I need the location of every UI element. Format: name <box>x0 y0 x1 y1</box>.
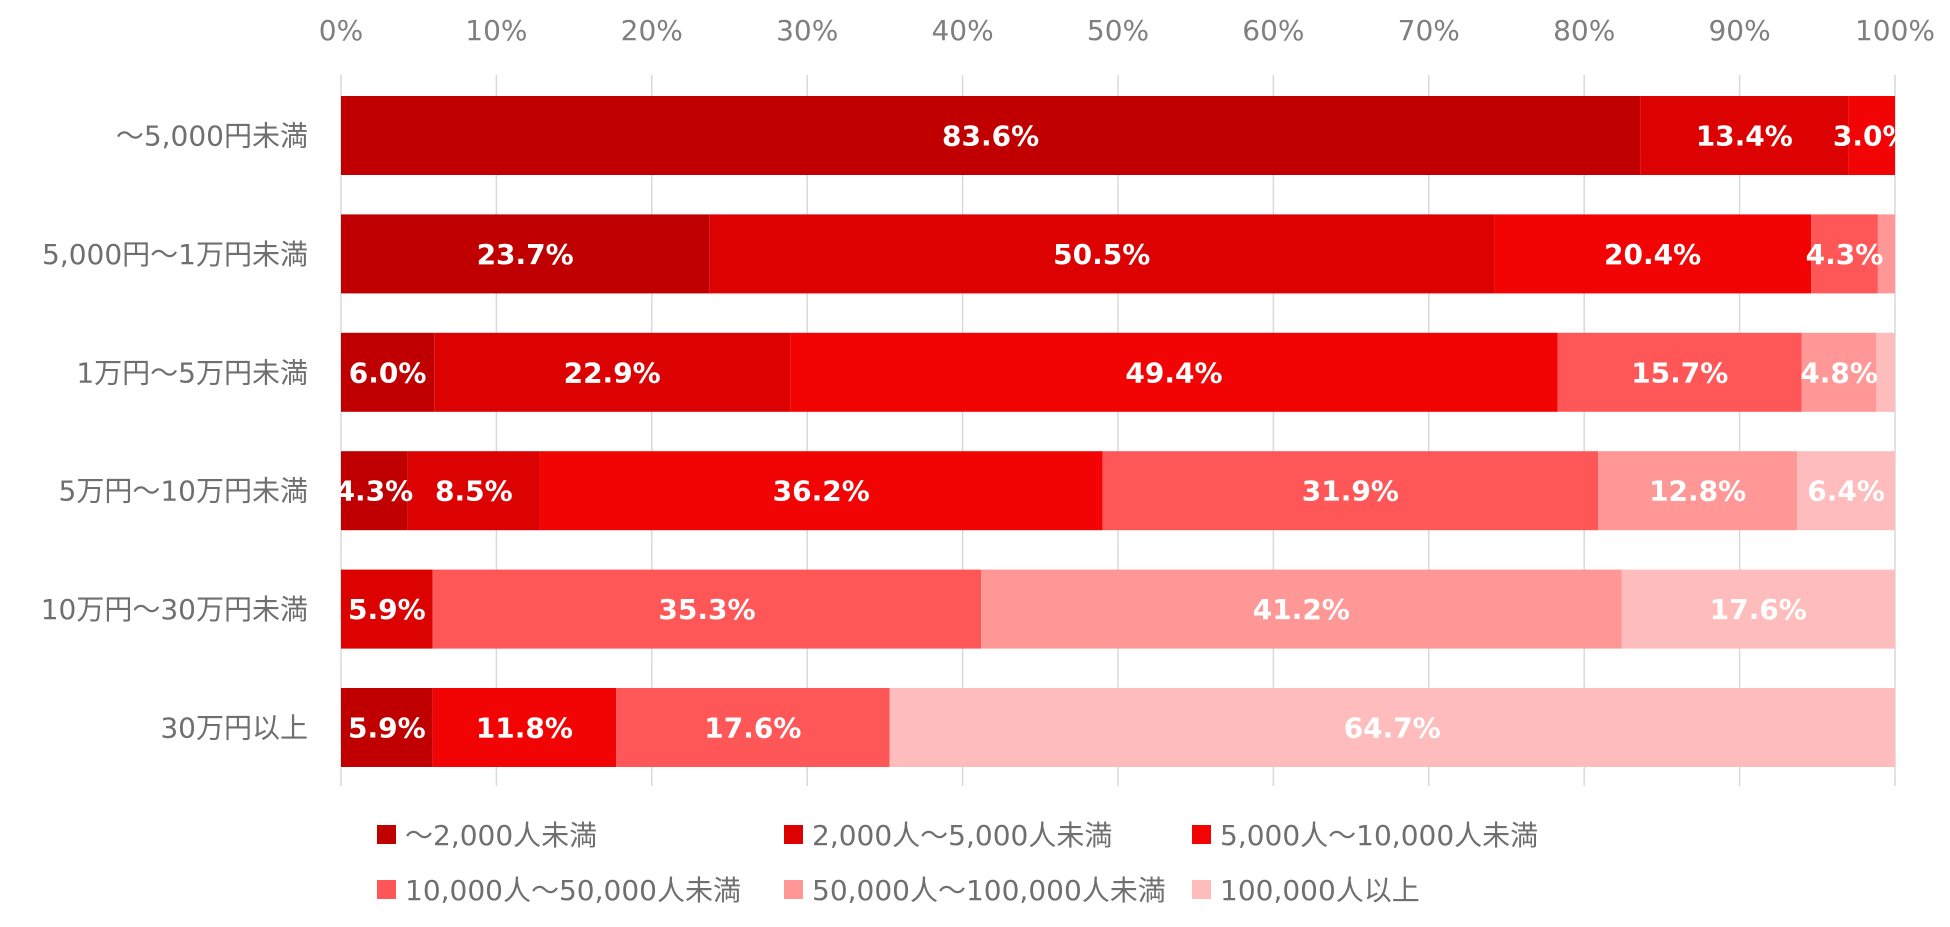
data-label: 31.9% <box>1302 475 1399 508</box>
data-label: 49.4% <box>1125 356 1222 389</box>
legend-swatch <box>784 825 803 844</box>
data-label: 5.9% <box>348 593 426 626</box>
data-label: 22.9% <box>564 356 661 389</box>
legend-swatch <box>784 880 803 899</box>
category-label: 30万円以上 <box>160 712 308 745</box>
bar-segment <box>1877 214 1895 294</box>
legend-swatch <box>1192 880 1211 899</box>
category-label: 1万円〜5万円未満 <box>76 356 308 389</box>
x-tick-label: 10% <box>465 14 527 47</box>
x-tick-label: 50% <box>1087 14 1149 47</box>
x-tick-label: 70% <box>1398 14 1460 47</box>
bar-segment <box>981 569 1622 649</box>
bar-segment <box>1557 332 1802 412</box>
x-tick-label: 100% <box>1855 14 1935 47</box>
data-label: 4.8% <box>1800 356 1878 389</box>
data-label: 36.2% <box>773 475 870 508</box>
category-label: 5,000円〜1万円未満 <box>42 238 308 271</box>
x-tick-label: 0% <box>319 14 363 47</box>
data-label: 5.9% <box>348 712 426 745</box>
data-label: 8.5% <box>435 475 513 508</box>
data-label: 20.4% <box>1604 238 1701 271</box>
bar-segment <box>434 332 791 412</box>
x-tick-label: 30% <box>776 14 838 47</box>
data-label: 23.7% <box>477 238 574 271</box>
bar-segment <box>341 688 433 767</box>
data-label: 17.6% <box>1710 593 1807 626</box>
data-label: 13.4% <box>1696 120 1793 153</box>
x-tick-label: 40% <box>931 14 993 47</box>
bar-segment <box>1640 96 1849 175</box>
bar-segment <box>1797 451 1895 531</box>
bar-segment <box>1848 96 1895 175</box>
bar-segment <box>1102 451 1599 531</box>
bar-segment <box>341 214 710 294</box>
data-label: 11.8% <box>476 712 573 745</box>
x-tick-label: 60% <box>1242 14 1304 47</box>
bar-segment <box>1801 332 1877 412</box>
bar-segment <box>341 451 408 531</box>
bar-segment <box>341 569 433 649</box>
bar-segment <box>616 688 890 767</box>
data-label: 4.3% <box>1806 238 1884 271</box>
legend-label: 5,000人〜10,000人未満 <box>1220 819 1538 852</box>
bar-segment <box>1494 214 1812 294</box>
data-label: 64.7% <box>1344 712 1441 745</box>
legend-swatch <box>377 880 396 899</box>
data-label: 15.7% <box>1631 356 1728 389</box>
bar-segment <box>1811 214 1878 294</box>
data-label: 6.0% <box>349 356 427 389</box>
legend-label: 10,000人〜50,000人未満 <box>405 874 741 907</box>
data-label: 41.2% <box>1253 593 1350 626</box>
legend-label: 50,000人〜100,000人未満 <box>812 874 1166 907</box>
bar-segment <box>1876 332 1895 412</box>
data-label: 4.3% <box>336 475 414 508</box>
category-label: 10万円〜30万円未満 <box>41 593 308 626</box>
bar-segment <box>1621 569 1895 649</box>
data-label: 3.0% <box>1833 120 1911 153</box>
category-label: 5万円〜10万円未満 <box>59 475 308 508</box>
bar-segment <box>790 332 1558 412</box>
bar-segment <box>407 451 540 531</box>
bars <box>341 96 1895 767</box>
legend-label: 〜2,000人未満 <box>405 819 597 852</box>
bar-segment <box>889 688 1895 767</box>
legend: 〜2,000人未満 2,000人〜5,000人未満 5,000人〜10,000人未満… <box>377 819 1538 907</box>
bar-segment <box>341 96 1641 175</box>
data-label: 35.3% <box>658 593 755 626</box>
data-label: 17.6% <box>704 712 801 745</box>
data-labels: 83.6% 13.4% 3.0% 23.7% 50.5% 20.4% 4.3% 6.0% 22.… <box>336 120 1911 745</box>
legend-label: 2,000人〜5,000人未満 <box>812 819 1112 852</box>
bar-segment <box>539 451 1103 531</box>
legend-swatch <box>377 825 396 844</box>
x-tick-label: 90% <box>1708 14 1770 47</box>
category-labels: 〜5,000円未満 5,000円〜1万円未満 1万円〜5万円未満 5万円〜10万円未満… <box>41 120 308 745</box>
legend-swatch <box>1192 825 1211 844</box>
data-label: 83.6% <box>942 120 1039 153</box>
legend-label: 100,000人以上 <box>1220 874 1420 907</box>
data-label: 50.5% <box>1053 238 1150 271</box>
bar-segment <box>709 214 1495 294</box>
bar-segment <box>432 569 982 649</box>
bar-segment <box>432 688 617 767</box>
gridlines <box>340 75 1896 786</box>
bar-segment <box>1598 451 1798 531</box>
x-tick-label: 80% <box>1553 14 1615 47</box>
x-axis-ticks: 0% 10% 20% 30% 40% 50% 60% 70% 80% 90% 100% <box>319 14 1935 47</box>
category-label: 〜5,000円未満 <box>116 120 308 153</box>
x-tick-label: 20% <box>621 14 683 47</box>
data-label: 6.4% <box>1807 475 1885 508</box>
data-label: 12.8% <box>1649 475 1746 508</box>
bar-segment <box>341 332 435 412</box>
